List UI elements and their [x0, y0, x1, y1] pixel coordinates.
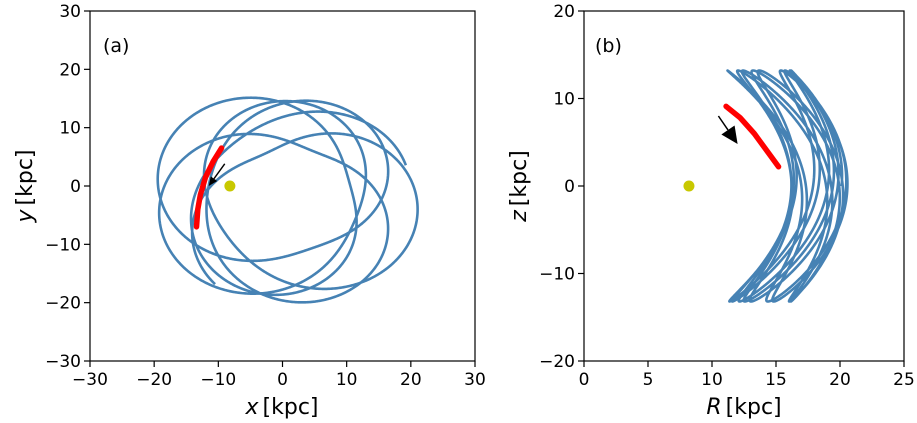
panel-a-xlabel: x [kpc] — [245, 395, 319, 420]
panel-a-ytick-label: −20 — [45, 294, 81, 314]
panel-b-xtick-label: 5 — [643, 370, 654, 390]
panel-b-ylabel-var: z — [507, 210, 532, 223]
panel-b-frame — [583, 10, 905, 362]
panel-b-xtick-label: 10 — [701, 370, 723, 390]
panel-a-ytick-label: 10 — [59, 119, 81, 139]
panel-a-ylabel-var: y — [13, 209, 38, 224]
panel-a-highlight-segment — [193, 145, 225, 230]
panel-a-xtick-label: 10 — [336, 370, 358, 390]
panel-a-ylabel-unit: [kpc] — [13, 150, 38, 206]
panel-a-xlabel-var: x — [245, 395, 260, 420]
panel-a-xtick-label: −10 — [200, 370, 236, 390]
panel-a-xtick-label: −30 — [72, 370, 108, 390]
panel-a-arrow-shaft — [213, 163, 226, 180]
panel-b-xtick-label: 20 — [829, 370, 851, 390]
panel-b-plot-area — [683, 69, 849, 303]
panel-b-orbit-line — [726, 69, 849, 303]
panel-a-arrow-head — [208, 176, 218, 186]
panel-b-xlabel-var: R — [706, 395, 721, 420]
panel-a-ytick-label: 20 — [59, 60, 81, 80]
panel-a-xtick-label: 0 — [277, 370, 288, 390]
panel-b-xtick-label: 0 — [579, 370, 590, 390]
panel-b-arrow-head — [721, 125, 738, 144]
panel-b-sun-marker — [683, 180, 695, 192]
panel-a-ticks: −30 −20 −10 0 10 20 30 −30 −20 −10 0 10 20 30 — [45, 2, 486, 390]
panel-b-ytick-label: 20 — [553, 2, 575, 22]
panel-a-plot-area — [156, 96, 419, 304]
panel-b-xlabel: R [kpc] — [706, 395, 781, 420]
panel-b-ylabel-unit: [kpc] — [507, 150, 532, 206]
panel-a-frame — [89, 10, 476, 362]
panel-b-arrow-shaft — [717, 115, 729, 131]
panel-a-sun-marker — [224, 180, 236, 192]
panel-b-xlabel-unit: [kpc] — [726, 395, 782, 420]
panel-a-ytick-label: −10 — [45, 235, 81, 255]
panel-a-xlabel-unit: [kpc] — [263, 395, 319, 420]
panel-b-ytick-label: 10 — [553, 90, 575, 110]
panel-a-orbit-line — [156, 96, 419, 304]
panel-b-highlight-segment — [723, 103, 782, 170]
panel-a-ytick-label: −30 — [45, 352, 81, 372]
panel-a-ytick-label: 30 — [59, 2, 81, 22]
panel-b-ylabel: z [kpc] — [507, 150, 532, 223]
panel-b-label: (b) — [595, 35, 622, 57]
panel-b-ytick-label: 0 — [564, 177, 575, 197]
panel-a-ytick-label: 0 — [70, 177, 81, 197]
panel-a-xtick-label: −20 — [136, 370, 172, 390]
panel-a-ylabel: y [kpc] — [13, 150, 38, 224]
panel-b-ytick-label: −10 — [539, 265, 575, 285]
panel-b-ytick-label: −20 — [539, 352, 575, 372]
panel-a-xtick-label: 20 — [400, 370, 422, 390]
panel-a-xtick-label: 30 — [464, 370, 486, 390]
panel-b-xtick-label: 15 — [765, 370, 787, 390]
panel-b-ticks: 0 5 10 15 20 25 −20 −10 0 10 20 — [539, 2, 915, 390]
panel-b-xtick-label: 25 — [893, 370, 915, 390]
panel-a-label: (a) — [103, 35, 129, 57]
